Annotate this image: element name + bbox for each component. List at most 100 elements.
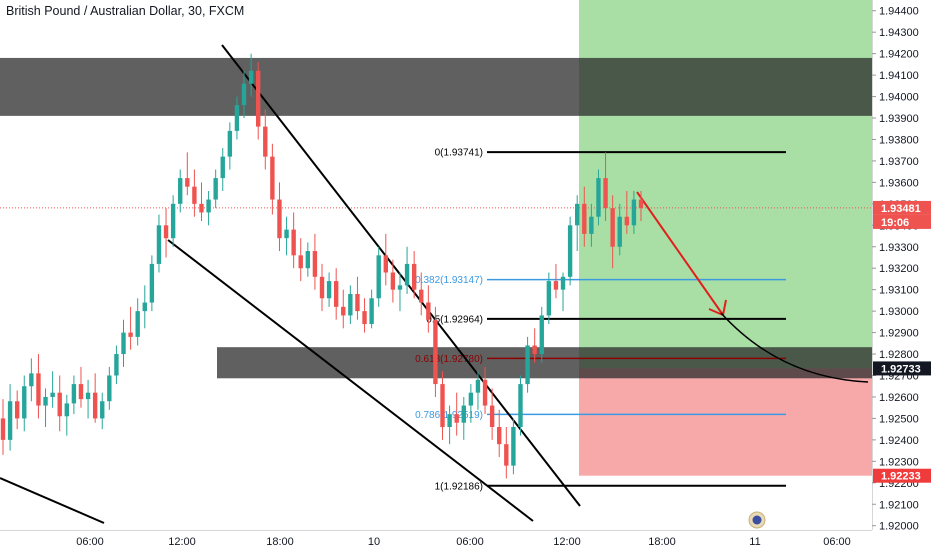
candle-body: [419, 289, 424, 303]
candle: [50, 371, 55, 408]
countdown-tag: 19:06: [873, 214, 931, 229]
candle: [440, 371, 445, 440]
candle: [22, 375, 27, 432]
stop-zone[interactable]: [579, 368, 872, 476]
candle-body: [376, 255, 381, 299]
candle-body: [149, 263, 155, 303]
fib-level-label: 0.5(1.92964): [426, 314, 483, 325]
candle: [532, 328, 537, 363]
candle-body: [192, 186, 197, 204]
target-zone[interactable]: [579, 0, 872, 369]
candle: [220, 148, 225, 191]
fib-level-label: 0.618(1.92780): [415, 354, 483, 365]
supply-zone[interactable]: [0, 57, 872, 116]
candle: [312, 233, 318, 290]
candle-body: [553, 281, 559, 290]
candle: [43, 388, 48, 428]
time-tick-label: 06:00: [76, 536, 104, 548]
candle-body: [447, 414, 452, 428]
chart-title: British Pound / Australian Dollar, 30, F…: [6, 4, 245, 18]
candle: [426, 285, 431, 333]
candle-body: [206, 199, 211, 213]
candle: [341, 289, 346, 329]
candle: [461, 396, 466, 440]
candle-body: [624, 216, 630, 226]
trend-line-lower-left[interactable]: [0, 477, 105, 524]
background-layer: [0, 0, 872, 476]
candle-body: [178, 178, 183, 204]
candle-body: [397, 285, 403, 290]
entry-price-tag-text: 1.92733: [881, 363, 921, 375]
candle: [404, 246, 410, 294]
price-tick-label: 1.92500: [879, 413, 919, 425]
price-tick-label: 1.93900: [879, 113, 919, 125]
time-tick-label: 18:00: [266, 536, 294, 548]
candle-body: [411, 263, 417, 290]
candle: [7, 384, 13, 451]
candle: [610, 195, 615, 269]
candle: [553, 263, 559, 299]
channel-lower-line[interactable]: [167, 239, 534, 522]
last-price-tag-text: 1.93481: [881, 203, 921, 215]
entry-price-tag-bg: [873, 361, 931, 376]
candle: [78, 366, 84, 408]
time-axis[interactable]: 06:00 12:00 18:00 10 06:00 12:00 18:00 11 06:00: [0, 511, 872, 548]
candles: [0, 53, 644, 479]
candle: [454, 392, 459, 436]
candle-body: [71, 384, 77, 404]
demand-zone[interactable]: [217, 347, 872, 379]
candle-body: [532, 345, 537, 355]
candle-body: [525, 345, 530, 385]
candle: [227, 122, 233, 170]
candle-body: [617, 216, 622, 247]
candle: [100, 392, 105, 430]
candle: [156, 214, 162, 273]
countdown-tag-text: 19:06: [881, 217, 909, 229]
candle: [539, 306, 544, 363]
candle-body: [638, 199, 644, 209]
candle: [348, 285, 353, 325]
candle-body: [7, 401, 13, 440]
candle-body: [440, 384, 445, 428]
price-axis[interactable]: 1.94400 1.94300 1.94200 1.94100 1.94000 1.939…: [872, 0, 919, 533]
candle-body: [29, 373, 34, 387]
candle-body: [107, 375, 112, 402]
event-icon-flag: [752, 515, 762, 525]
projection-curve[interactable]: [720, 312, 869, 383]
candle-body: [100, 401, 105, 419]
time-tick-label: 12:00: [168, 536, 196, 548]
candle: [362, 298, 367, 333]
stop-price-tag-bg: [873, 468, 931, 483]
candle: [475, 371, 481, 410]
candle: [489, 388, 495, 440]
stop-price-tag: 1.92233: [873, 468, 931, 483]
time-tick-label: 12:00: [553, 536, 581, 548]
candle-body: [43, 396, 48, 406]
candle-body: [511, 427, 516, 466]
candle: [107, 366, 112, 410]
candle-body: [518, 384, 523, 428]
candle: [419, 272, 424, 316]
candle: [433, 306, 438, 397]
candle: [497, 409, 502, 458]
time-tick-label: 06:00: [456, 536, 484, 548]
price-tags: 1.93481 19:06 1.92733 1.92233: [873, 200, 931, 483]
candle: [263, 109, 268, 170]
candle-body: [248, 70, 254, 84]
candle: [333, 268, 339, 320]
candle-body: [369, 298, 374, 325]
candle-body: [567, 225, 573, 277]
time-tick-label: 18:00: [648, 536, 676, 548]
candle: [199, 182, 204, 222]
candle: [376, 246, 381, 307]
price-tick-label: 1.92900: [879, 328, 919, 340]
candle-body: [383, 255, 388, 273]
economic-event-icon[interactable]: [748, 511, 766, 529]
candle: [36, 354, 41, 419]
candle: [582, 186, 587, 247]
candle: [277, 182, 282, 252]
candle: [270, 143, 275, 215]
price-tick-label: 1.94100: [879, 70, 919, 82]
candle-body: [213, 178, 218, 200]
